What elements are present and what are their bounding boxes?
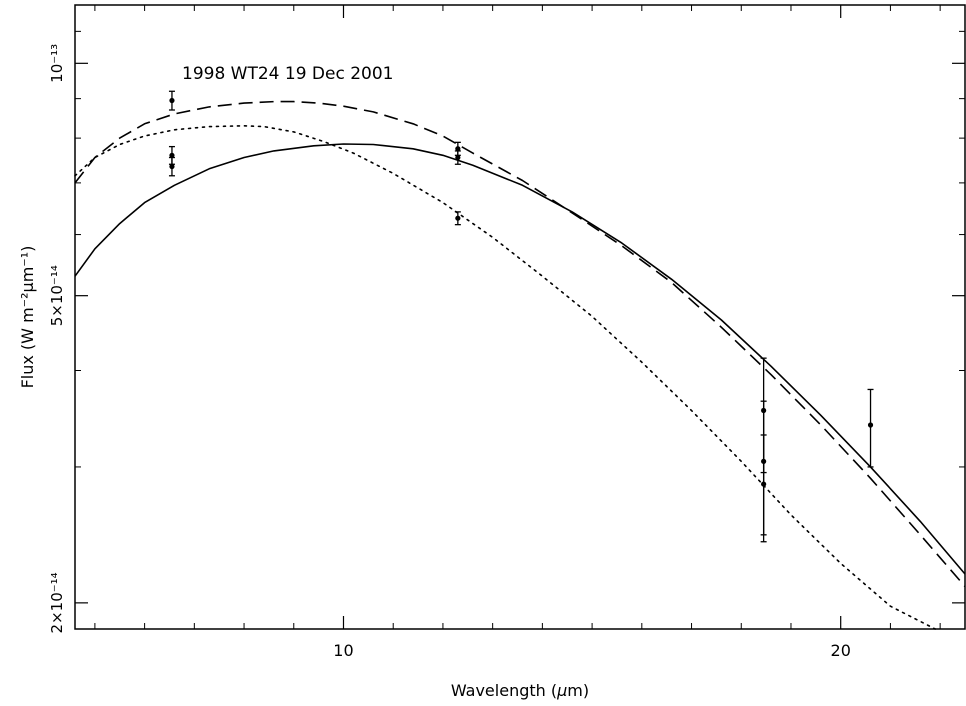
data-points	[168, 90, 874, 543]
data-point	[169, 163, 175, 170]
solid-model-curve	[74, 143, 966, 575]
data-point	[761, 481, 767, 487]
model-curves	[74, 100, 966, 630]
y-tick-label: 10⁻¹³	[48, 44, 66, 83]
data-point	[455, 215, 461, 221]
y-tick-label: 5×10⁻¹⁴	[48, 265, 66, 326]
data-point	[169, 152, 175, 158]
x-axis-label: Wavelength (μm)	[451, 681, 589, 700]
data-point	[455, 146, 461, 152]
data-point	[455, 154, 461, 161]
x-tick-label: 10	[333, 641, 353, 660]
dotted-model-curve	[74, 125, 936, 630]
tick-marks	[75, 5, 965, 629]
data-point	[867, 422, 874, 428]
chart-title: 1998 WT24 19 Dec 2001	[182, 64, 394, 84]
y-axis-label: Flux (W m⁻²μm⁻¹)	[18, 246, 37, 389]
x-tick-label: 20	[831, 641, 851, 660]
tick-labels: 10 20 10⁻¹³ 5×10⁻¹⁴ 2×10⁻¹⁴	[48, 44, 851, 660]
y-tick-label: 2×10⁻¹⁴	[48, 572, 66, 633]
data-point	[169, 97, 175, 104]
plot-frame	[74, 4, 966, 630]
dashed-model-curve	[74, 100, 966, 588]
